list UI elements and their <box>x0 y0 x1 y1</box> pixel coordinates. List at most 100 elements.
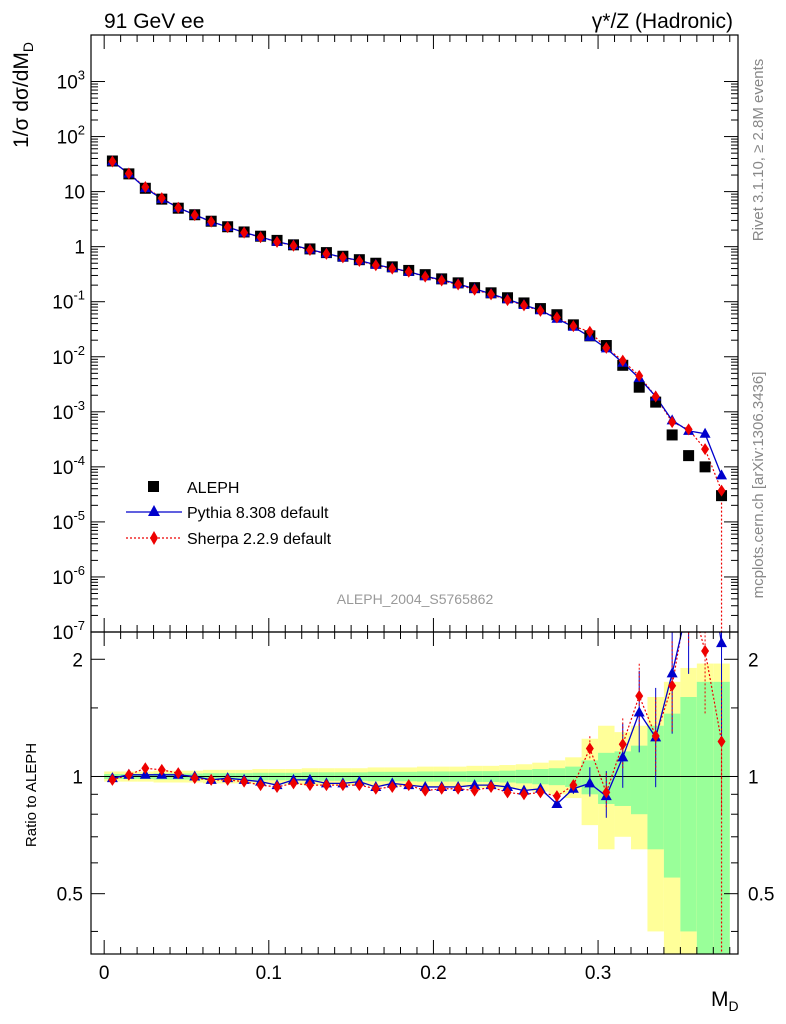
pythia-ratio-point <box>716 637 728 648</box>
ratio-band-green-bin <box>630 745 648 815</box>
main-y-tick-label: 1 <box>74 238 85 259</box>
sherpa-ratio-point <box>157 763 166 776</box>
sherpa-ratio-point <box>338 779 347 792</box>
sherpa-main-point <box>602 341 611 354</box>
sherpa-ratio-point <box>602 786 611 799</box>
sherpa-ratio-point <box>404 779 413 792</box>
sherpa-ratio-point <box>618 738 627 751</box>
legend-label-aleph: ALEPH <box>187 480 239 497</box>
sherpa-main-point <box>108 155 117 168</box>
mcplots-label: mcplots.cern.ch [arXiv:1306.3436] <box>750 372 767 599</box>
sherpa-ratio-point <box>717 735 726 748</box>
sherpa-main-point <box>487 288 496 301</box>
sherpa-ratio-point <box>174 767 183 780</box>
x-tick-label: 0 <box>99 963 110 984</box>
legend-entry-sherpa: Sherpa 2.2.9 default <box>126 531 332 548</box>
sherpa-main-point <box>701 443 710 456</box>
sherpa-main-point <box>684 423 693 436</box>
sherpa-main-point <box>338 251 347 264</box>
sherpa-main-point <box>651 390 660 403</box>
sherpa-ratio-point <box>256 779 265 792</box>
rivet-version-label: Rivet 3.1.10, ≥ 2.8M events <box>750 59 767 242</box>
sherpa-main-point <box>355 254 364 267</box>
sherpa-main-point <box>470 283 479 296</box>
main-y-tick-label: 10-6 <box>52 563 85 589</box>
sherpa-ratio-point <box>651 730 660 743</box>
sherpa-ratio-point <box>569 779 578 792</box>
sherpa-ratio-point <box>585 742 594 755</box>
analysis-id-watermark: ALEPH_2004_S5765862 <box>337 591 494 607</box>
sherpa-main-point <box>256 231 265 244</box>
sherpa-main-point <box>552 311 561 324</box>
sherpa-ratio-point <box>124 768 133 781</box>
sherpa-ratio-point <box>519 788 528 801</box>
x-tick-label: 0.1 <box>256 963 282 984</box>
sherpa-main-point <box>569 320 578 333</box>
pythia-ratio-point <box>502 780 514 791</box>
main-y-axis-label: 1/σ dσ/dMD <box>10 42 36 148</box>
legend-entry-pythia: Pythia 8.308 default <box>126 505 329 522</box>
sherpa-main-point <box>124 167 133 180</box>
pythia-main-point <box>699 427 711 438</box>
sherpa-main-point <box>585 325 594 338</box>
ratio-band-green-bin <box>680 697 697 932</box>
main-y-tick-label: 102 <box>57 123 85 149</box>
sherpa-ratio-point <box>240 775 249 788</box>
sherpa-ratio-point <box>207 773 216 786</box>
pythia-ratio-point <box>304 773 316 784</box>
legend-marker-sherpa <box>150 531 158 545</box>
sherpa-main-line <box>112 161 723 491</box>
legend-label-pythia: Pythia 8.308 default <box>187 505 329 522</box>
sherpa-main-point <box>717 484 726 497</box>
sherpa-main-point <box>388 262 397 275</box>
sherpa-ratio-point <box>421 784 430 797</box>
sherpa-ratio-point <box>668 679 677 692</box>
x-axis-label: MD <box>711 988 739 1014</box>
sherpa-ratio-point <box>487 780 496 793</box>
ratio-y-tick-label-left: 2 <box>72 650 83 671</box>
sherpa-main-point <box>635 369 644 382</box>
sherpa-main-point <box>668 416 677 429</box>
sherpa-main-point <box>305 243 314 256</box>
legend-label-sherpa: Sherpa 2.2.9 default <box>187 531 332 548</box>
sherpa-main-point <box>618 354 627 367</box>
main-y-tick-label: 10 <box>64 183 85 204</box>
sherpa-ratio-point <box>552 790 561 803</box>
sherpa-ratio-point <box>289 777 298 790</box>
sherpa-main-point <box>371 259 380 272</box>
pythia-ratio-point <box>551 797 563 808</box>
legend: ALEPH Pythia 8.308 default Sherpa 2.2.9 … <box>126 480 332 548</box>
sherpa-ratio-point <box>322 779 331 792</box>
ratio-band-green-bin <box>647 725 664 850</box>
pythia-ratio-point <box>633 706 645 717</box>
sherpa-ratio-point <box>108 773 117 786</box>
sherpa-ratio-point <box>536 786 545 799</box>
ratio-y-tick-label-right: 2 <box>748 650 759 671</box>
aleph-main-point <box>633 381 645 393</box>
ratio-y-tick-label-right: 1 <box>748 767 759 788</box>
main-y-tick-label: 10-2 <box>52 343 85 369</box>
main-y-tick-label: 10-7 <box>52 618 85 644</box>
main-y-tick-label: 10-1 <box>52 288 85 314</box>
sherpa-main-point <box>273 235 282 248</box>
legend-marker-aleph <box>148 481 159 492</box>
legend-entry-aleph: ALEPH <box>148 480 239 497</box>
sherpa-main-point <box>240 226 249 239</box>
aleph-main-point <box>683 450 695 462</box>
sherpa-main-point <box>421 270 430 283</box>
sherpa-ratio-point <box>305 779 314 792</box>
sherpa-main-point <box>437 274 446 287</box>
sherpa-ratio-point <box>141 762 150 775</box>
sherpa-main-point <box>503 294 512 307</box>
main-y-tick-label: 10-4 <box>52 453 85 479</box>
sherpa-ratio-point <box>371 782 380 795</box>
pythia-ratio-point <box>683 596 694 606</box>
ratio-y-tick-label-right: 0.5 <box>748 885 774 906</box>
main-y-tick-label: 10-5 <box>52 508 85 534</box>
sherpa-main-point <box>207 215 216 228</box>
sherpa-main-point <box>289 239 298 252</box>
main-y-tick-label: 103 <box>57 68 85 94</box>
ratio-y-tick-label-left: 0.5 <box>57 885 83 906</box>
x-tick-label: 0.3 <box>585 963 611 984</box>
sherpa-ratio-point <box>701 645 710 658</box>
